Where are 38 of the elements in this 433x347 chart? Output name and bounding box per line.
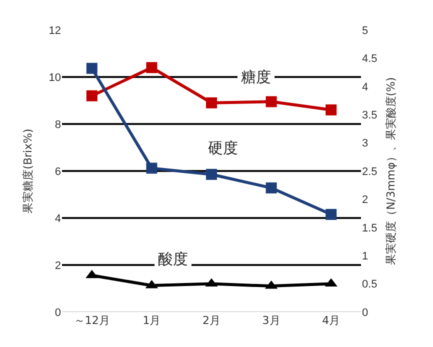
y2-tick-label: 3.5 <box>362 109 378 122</box>
y2-tick-label: 4 <box>362 81 368 94</box>
x-tick-label: 2月 <box>202 314 220 327</box>
y2-tick-label: 5 <box>362 24 368 37</box>
series-label: 酸度 <box>158 250 188 268</box>
y2-tick-label: 2.5 <box>362 166 378 178</box>
y2-tick-label: 0 <box>362 306 368 319</box>
point <box>266 96 277 108</box>
y2-tick-label: 1 <box>362 250 368 262</box>
y-tick-label: 6 <box>54 166 61 178</box>
x-tick-label: 3月 <box>262 314 280 327</box>
x-tick-label: 4月 <box>322 314 340 327</box>
point <box>326 208 337 220</box>
point <box>326 104 337 116</box>
y2-axis-title: 果実硬度（N/3mmφ）、果実酸度(%) <box>384 77 398 265</box>
y-tick-label: 12 <box>48 24 61 37</box>
series-label: 糖度 <box>241 68 271 86</box>
point <box>206 97 217 108</box>
point <box>206 168 217 180</box>
x-tick-label: ～12月 <box>74 314 110 327</box>
y-tick-label: 10 <box>48 72 61 84</box>
y2-tick-label: 0.5 <box>362 278 378 291</box>
y2-tick-label: 2 <box>362 194 368 206</box>
point <box>266 182 277 194</box>
y-axis-title: 果実糖度(Brix%) <box>21 128 34 214</box>
series-label: 硬度 <box>208 139 238 157</box>
point <box>86 62 98 74</box>
y2-tick-label: 4.5 <box>362 53 378 66</box>
y2-tick-label: 3 <box>362 138 368 150</box>
y2-tick-label: 1.5 <box>362 222 378 234</box>
point <box>146 62 158 74</box>
point <box>86 90 98 102</box>
point <box>146 162 158 174</box>
y-tick-label: 0 <box>54 306 61 319</box>
y-tick-label: 8 <box>54 118 61 131</box>
y-tick-label: 4 <box>54 212 61 225</box>
x-tick-label: 1月 <box>142 314 161 327</box>
y-tick-label: 2 <box>54 260 61 272</box>
